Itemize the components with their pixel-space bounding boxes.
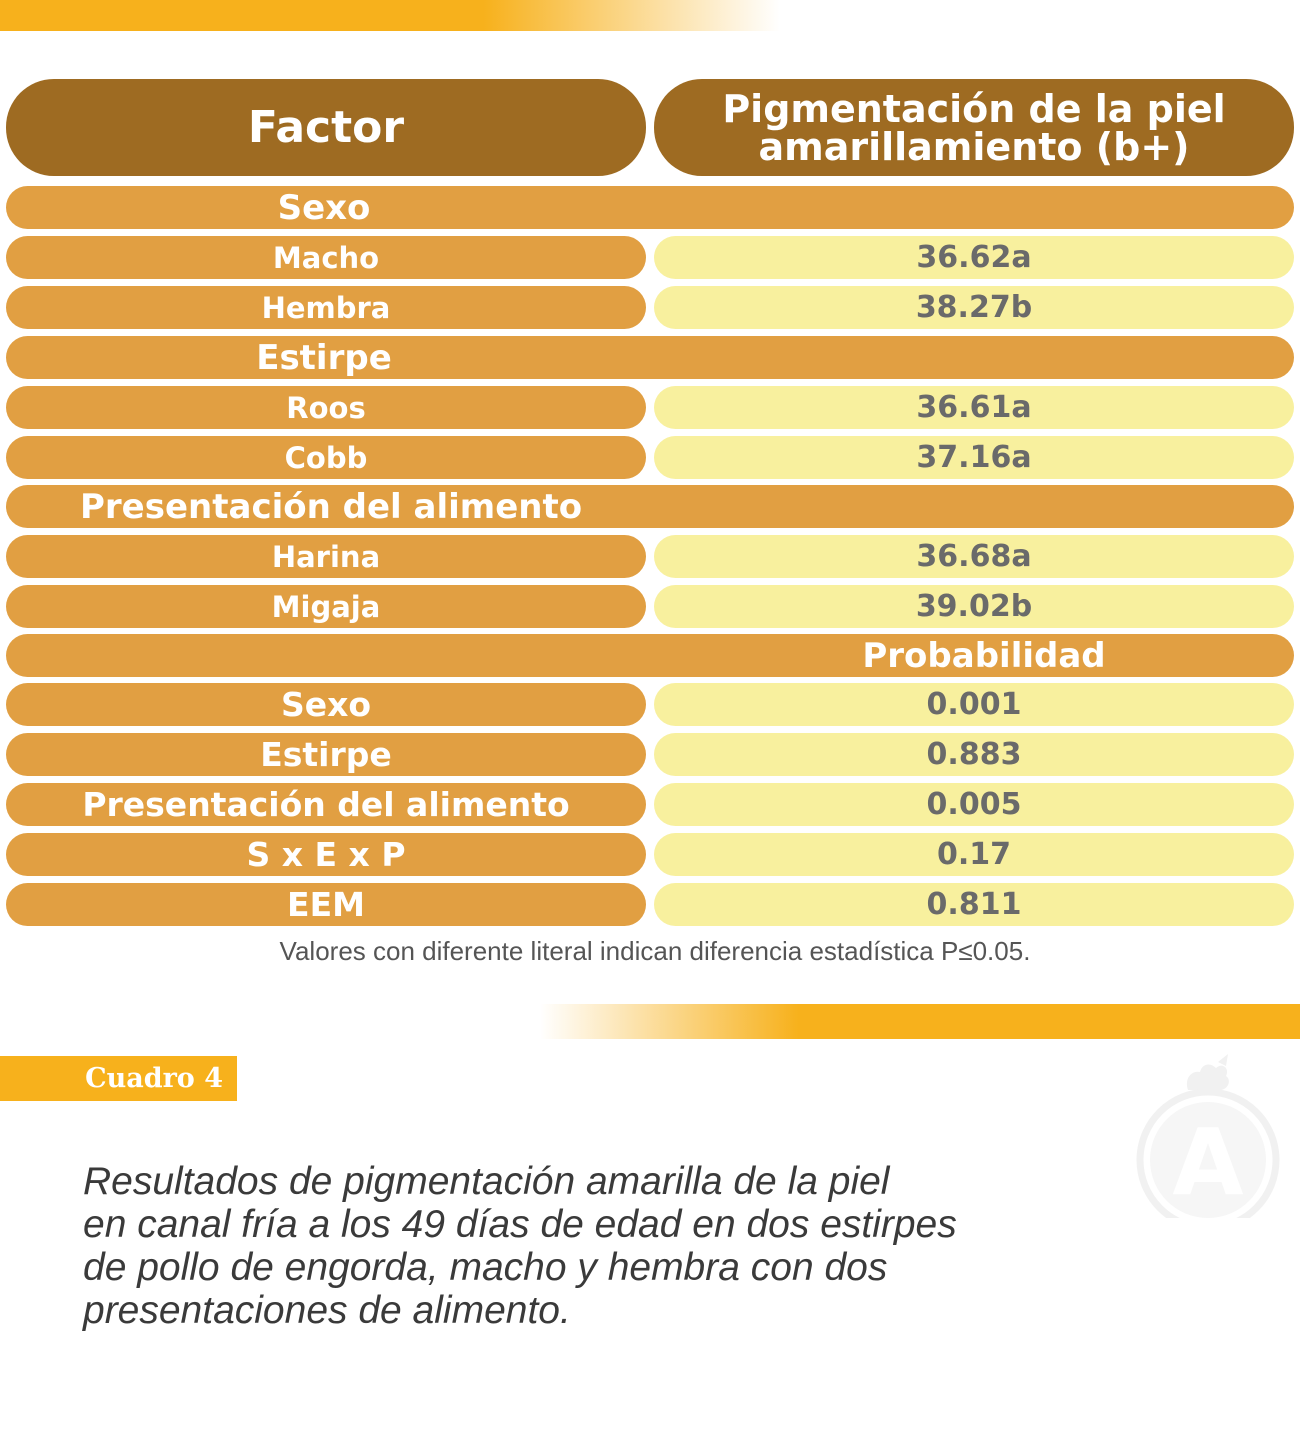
cuadro-label: Cuadro 4 <box>0 1056 237 1101</box>
row-value: 36.62a <box>654 236 1294 279</box>
section-title-text: Sexo <box>277 187 371 228</box>
row-value: 36.61a <box>654 386 1294 429</box>
caption: Resultados de pigmentación amarilla de l… <box>83 1160 1083 1332</box>
logo-a-icon: A <box>1130 1050 1286 1232</box>
row-value: 37.16a <box>654 436 1294 479</box>
section-title-text: Estirpe <box>256 337 392 378</box>
row-label: Harina <box>6 535 646 578</box>
row-value: 36.68a <box>654 535 1294 578</box>
section-title-sexo: Sexo <box>6 186 1294 229</box>
caption-line: presentaciones de alimento. <box>83 1289 571 1332</box>
logo-a-letter: A <box>1172 1109 1243 1216</box>
row-label: Cobb <box>6 436 646 479</box>
cuadro-label-text: Cuadro 4 <box>85 1063 223 1094</box>
header-pigmentation: Pigmentación de la piel amarillamiento (… <box>654 79 1294 176</box>
header-pigmentation-line2: amarillamiento (b+) <box>758 124 1190 169</box>
top-decor-band <box>0 0 780 31</box>
prob-label: EEM <box>6 883 646 926</box>
row-value: 39.02b <box>654 585 1294 628</box>
caption-line: de pollo de engorda, macho y hembra con … <box>83 1246 888 1289</box>
prob-value: 0.005 <box>654 783 1294 826</box>
prob-value: 0.001 <box>654 683 1294 726</box>
header-pigmentation-line1: Pigmentación de la piel <box>722 86 1226 131</box>
row-label: Hembra <box>6 286 646 329</box>
row-label: Roos <box>6 386 646 429</box>
section-title-probabilidad: Probabilidad <box>6 634 1294 677</box>
prob-value: 0.883 <box>654 733 1294 776</box>
section-title-text: Probabilidad <box>862 635 1106 676</box>
caption-line: en canal fría a los 49 días de edad en d… <box>83 1203 957 1246</box>
row-label: Migaja <box>6 585 646 628</box>
section-title-estirpe: Estirpe <box>6 336 1294 379</box>
prob-label: Sexo <box>6 683 646 726</box>
prob-value: 0.811 <box>654 883 1294 926</box>
prob-label: S x E x P <box>6 833 646 876</box>
caption-line: Resultados de pigmentación amarilla de l… <box>83 1160 890 1203</box>
prob-value: 0.17 <box>654 833 1294 876</box>
prob-label: Estirpe <box>6 733 646 776</box>
mid-decor-band <box>540 1004 1300 1039</box>
footnote: Valores con diferente literal indican di… <box>279 936 1031 966</box>
row-value: 38.27b <box>654 286 1294 329</box>
row-label: Macho <box>6 236 646 279</box>
prob-label: Presentación del alimento <box>6 783 646 826</box>
section-title-text: Presentación del alimento <box>80 486 583 527</box>
header-factor: Factor <box>6 79 646 176</box>
section-title-presentacion: Presentación del alimento <box>6 485 1294 528</box>
